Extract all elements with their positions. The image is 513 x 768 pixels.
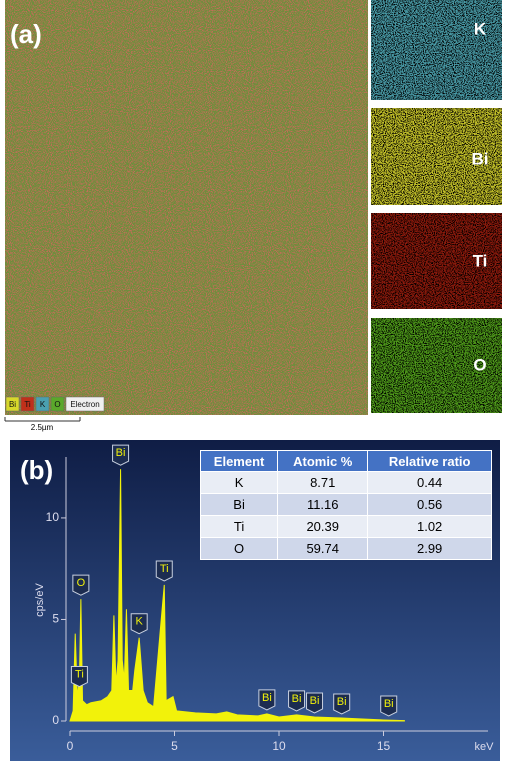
legend-swatch <box>20 396 35 412</box>
peak-tag <box>380 695 398 717</box>
table-header: Element <box>199 450 279 472</box>
x-tick-label: 10 <box>272 739 286 753</box>
legend-swatch <box>65 396 105 412</box>
legend-swatch <box>50 396 65 412</box>
y-tick-label: 10 <box>46 510 60 524</box>
table-row: O 59.74 2.99 <box>199 537 492 560</box>
table-row: K 8.71 0.44 <box>199 471 492 494</box>
y-axis-label: cps/eV <box>34 583 46 617</box>
peak-label: Ti <box>75 668 84 680</box>
table-cell: 8.71 <box>277 471 369 494</box>
element-map <box>5 0 368 415</box>
peak-tag <box>258 689 276 711</box>
panel-label: (a) <box>10 19 42 49</box>
panel-label: (b) <box>20 455 53 485</box>
y-tick-label: 0 <box>52 713 59 727</box>
map-label: Ti <box>473 251 488 270</box>
legend-swatch <box>5 396 20 412</box>
peak-label: Bi <box>262 692 272 704</box>
legend-label: K <box>40 400 46 409</box>
map-ti <box>371 213 502 309</box>
peak-label: Bi <box>292 693 302 705</box>
legend-label: O <box>54 400 60 409</box>
x-tick-label: 5 <box>171 739 178 753</box>
table-cell: 2.99 <box>367 537 492 560</box>
table-header: Atomic % <box>277 450 369 472</box>
table-cell: O <box>199 537 279 560</box>
map-label: Bi <box>472 149 489 168</box>
table-row: Element Atomic % Relative ratio <box>199 450 492 472</box>
table-cell: Ti <box>199 515 279 538</box>
scale-label: 2.5µm <box>31 423 54 432</box>
table-cell: 0.44 <box>367 471 492 494</box>
table-row: Ti 20.39 1.02 <box>199 515 492 538</box>
table-cell: Bi <box>199 493 279 516</box>
x-tick-label: 0 <box>67 739 74 753</box>
table-cell: 0.56 <box>367 493 492 516</box>
peak-tag <box>306 692 324 714</box>
peak-label: K <box>136 616 144 628</box>
peak-tag <box>70 666 88 688</box>
peak-label: Bi <box>337 696 347 708</box>
x-axis-label: keV <box>475 741 495 753</box>
peak-tag <box>155 560 173 582</box>
legend-label: Ti <box>24 400 31 409</box>
y-tick-label: 5 <box>52 612 59 626</box>
table-header: Relative ratio <box>367 450 492 472</box>
table-cell: 1.02 <box>367 515 492 538</box>
peak-tag <box>130 613 148 635</box>
map-o <box>371 318 502 413</box>
peak-tag <box>72 574 90 596</box>
table-cell: K <box>199 471 279 494</box>
peak-label: Ti <box>160 563 169 575</box>
table-cell: 20.39 <box>277 515 369 538</box>
map-k <box>371 0 502 100</box>
x-tick-label: 15 <box>377 739 391 753</box>
map-label: O <box>473 355 486 374</box>
spectrum <box>69 469 405 722</box>
peak-tag <box>112 444 130 466</box>
composition-table: Element Atomic % Relative ratio K 8.71 0.44 Bi… <box>199 450 492 560</box>
legend-swatch <box>35 396 50 412</box>
legend-label: Electron <box>70 400 99 409</box>
legend-label: Bi <box>9 400 16 409</box>
table-row: Bi 11.16 0.56 <box>199 493 492 516</box>
table-cell: 11.16 <box>277 493 369 516</box>
peak-tag <box>333 693 351 715</box>
map-bi <box>371 108 502 205</box>
peak-label: O <box>77 577 86 589</box>
peak-tag <box>288 690 306 712</box>
peak-label: Bi <box>116 447 126 459</box>
table-cell: 59.74 <box>277 537 369 560</box>
peak-label: Bi <box>310 695 320 707</box>
map-label: K <box>474 19 487 38</box>
peak-label: Bi <box>384 698 394 710</box>
